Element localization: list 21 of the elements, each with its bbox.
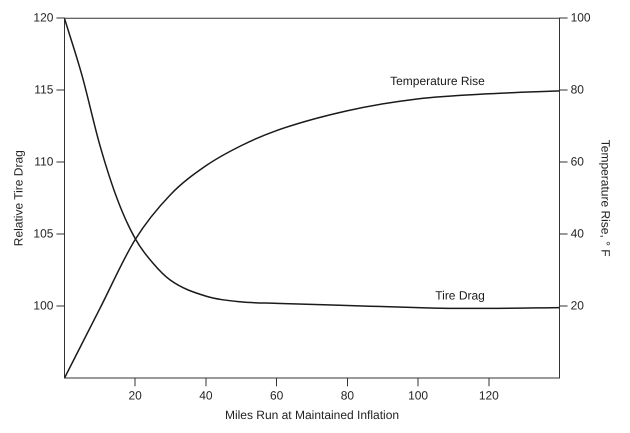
x-tick-label: 20 (128, 388, 142, 403)
x-tick-label: 120 (478, 388, 500, 403)
series-label: Temperature Rise (390, 74, 486, 88)
series-label: Tire Drag (435, 288, 485, 303)
x-tick-label: 40 (199, 388, 213, 403)
y2-tick-label: 20 (570, 298, 584, 313)
x-tick-label: 100 (408, 388, 428, 403)
x-tick-label: 80 (340, 388, 354, 403)
y-axis-title: Relative Tire Drag (12, 150, 26, 246)
y-tick-label: 105 (33, 226, 54, 241)
y2-tick-label: 80 (570, 82, 584, 97)
y-tick-label: 115 (34, 82, 54, 97)
y2-tick-label: 100 (570, 10, 591, 25)
x-axis-title: Miles Run at Maintained Inflation (224, 408, 400, 422)
y-tick-label: 110 (34, 154, 54, 169)
y2-tick-label: 60 (570, 154, 584, 169)
y-tick-label: 120 (33, 10, 54, 25)
y2-tick-label: 40 (570, 226, 584, 241)
y2-axis-title: Temperature Rise, ° F (598, 140, 612, 257)
x-tick-label: 60 (270, 388, 284, 403)
y-tick-label: 100 (33, 298, 54, 313)
